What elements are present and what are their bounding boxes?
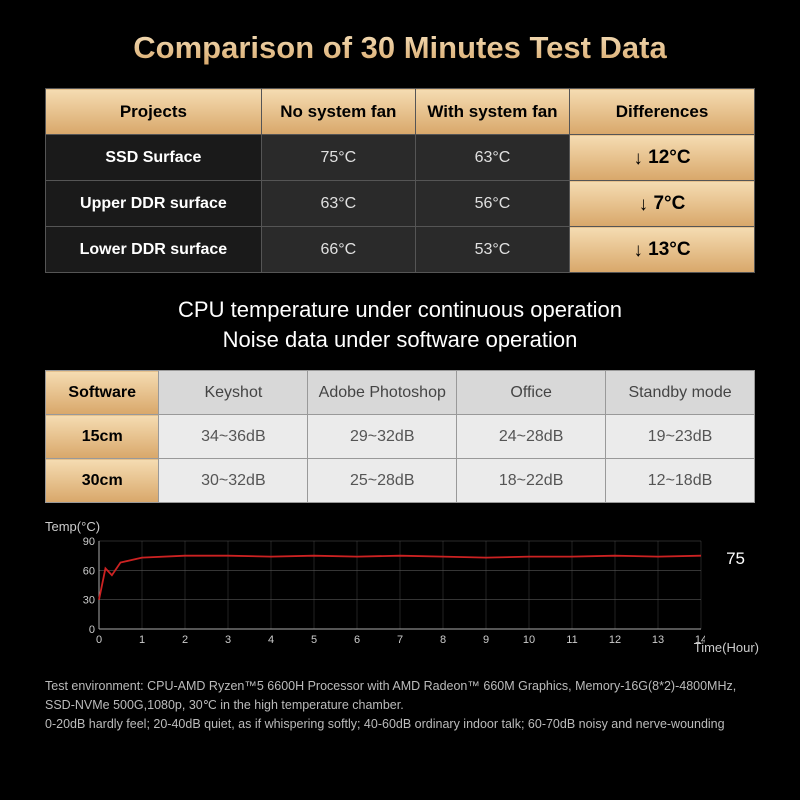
cell-diff: ↓ 13°C [570, 227, 755, 273]
diff-value: 7°C [653, 193, 685, 214]
table-header-row: Software Keyshot Adobe Photoshop Office … [46, 371, 755, 415]
cell-value: 25~28dB [308, 459, 457, 503]
svg-text:6: 6 [354, 634, 360, 646]
table-row: Lower DDR surface 66°C 53°C ↓ 13°C [46, 227, 755, 273]
footnote-line: 0-20dB hardly feel; 20-40dB quiet, as if… [45, 715, 755, 734]
svg-text:11: 11 [566, 634, 577, 646]
cell-value: 18~22dB [457, 459, 606, 503]
row-label: Lower DDR surface [46, 227, 262, 273]
cell-value: 30~32dB [159, 459, 308, 503]
cell-value: 53°C [415, 227, 569, 273]
svg-text:5: 5 [311, 634, 317, 646]
svg-text:30: 30 [83, 595, 95, 607]
cell-value: 75°C [261, 135, 415, 181]
noise-table: Software Keyshot Adobe Photoshop Office … [45, 370, 755, 503]
row-label: 30cm [46, 459, 159, 503]
svg-text:9: 9 [483, 634, 489, 646]
temperature-table: Projects No system fan With system fan D… [45, 88, 755, 273]
svg-text:60: 60 [83, 566, 95, 578]
svg-text:3: 3 [225, 634, 231, 646]
footnote-line: SSD-NVMe 500G,1080p, 30℃ in the high tem… [45, 696, 755, 715]
cell-value: 19~23dB [606, 415, 755, 459]
software-header: Keyshot [159, 371, 308, 415]
table-row: 30cm 30~32dB 25~28dB 18~22dB 12~18dB [46, 459, 755, 503]
header-no-fan: No system fan [261, 89, 415, 135]
arrow-down-icon: ↓ [633, 240, 643, 262]
chart-x-title: Time(Hour) [694, 640, 759, 655]
svg-text:10: 10 [523, 634, 535, 646]
svg-text:2: 2 [182, 634, 188, 646]
svg-text:0: 0 [89, 624, 95, 636]
footnote-line: Test environment: CPU-AMD Ryzen™5 6600H … [45, 677, 755, 696]
header-with-fan: With system fan [415, 89, 569, 135]
cell-value: 29~32dB [308, 415, 457, 459]
svg-text:90: 90 [83, 537, 95, 548]
cell-diff: ↓ 7°C [570, 181, 755, 227]
header-projects: Projects [46, 89, 262, 135]
chart-svg: 030609001234567891011121314 [75, 537, 705, 647]
cell-value: 63°C [415, 135, 569, 181]
arrow-down-icon: ↓ [633, 148, 643, 170]
temperature-line-chart: Temp(°C) 030609001234567891011121314 Tim… [45, 523, 755, 663]
cell-diff: ↓ 12°C [570, 135, 755, 181]
row-label: SSD Surface [46, 135, 262, 181]
header-differences: Differences [570, 89, 755, 135]
subtitle: CPU temperature under continuous operati… [45, 295, 755, 354]
subtitle-line: Noise data under software operation [45, 325, 755, 355]
diff-value: 12°C [648, 147, 690, 168]
chart-y-title: Temp(°C) [45, 519, 100, 534]
software-header: Standby mode [606, 371, 755, 415]
cell-value: 12~18dB [606, 459, 755, 503]
page-title: Comparison of 30 Minutes Test Data [45, 30, 755, 66]
table-header-row: Projects No system fan With system fan D… [46, 89, 755, 135]
subtitle-line: CPU temperature under continuous operati… [45, 295, 755, 325]
footnote: Test environment: CPU-AMD Ryzen™5 6600H … [45, 677, 755, 733]
chart-final-value: 75 [726, 549, 745, 569]
software-header: Office [457, 371, 606, 415]
table-row: 15cm 34~36dB 29~32dB 24~28dB 19~23dB [46, 415, 755, 459]
cell-value: 34~36dB [159, 415, 308, 459]
header-software: Software [46, 371, 159, 415]
diff-value: 13°C [648, 239, 690, 260]
row-label: Upper DDR surface [46, 181, 262, 227]
arrow-down-icon: ↓ [639, 194, 649, 216]
software-header: Adobe Photoshop [308, 371, 457, 415]
svg-text:12: 12 [609, 634, 621, 646]
cell-value: 56°C [415, 181, 569, 227]
row-label: 15cm [46, 415, 159, 459]
svg-text:4: 4 [268, 634, 274, 646]
cell-value: 63°C [261, 181, 415, 227]
cell-value: 24~28dB [457, 415, 606, 459]
svg-text:13: 13 [652, 634, 664, 646]
cell-value: 66°C [261, 227, 415, 273]
table-row: SSD Surface 75°C 63°C ↓ 12°C [46, 135, 755, 181]
svg-text:8: 8 [440, 634, 446, 646]
table-row: Upper DDR surface 63°C 56°C ↓ 7°C [46, 181, 755, 227]
svg-text:0: 0 [96, 634, 102, 646]
svg-text:7: 7 [397, 634, 403, 646]
svg-text:1: 1 [139, 634, 145, 646]
